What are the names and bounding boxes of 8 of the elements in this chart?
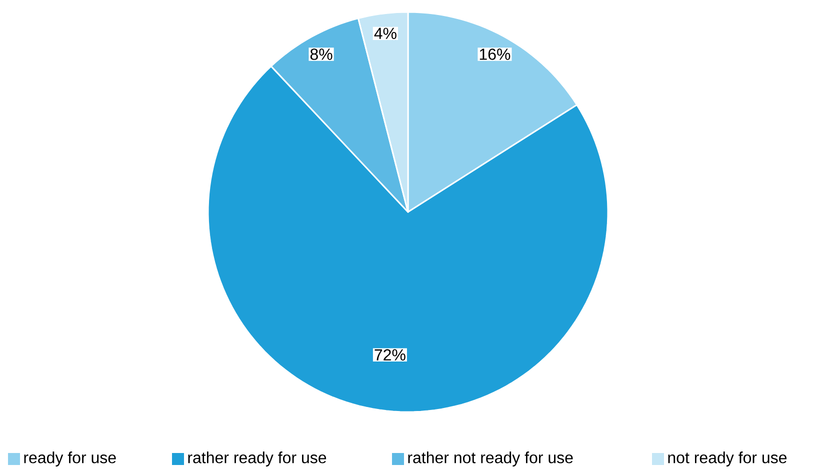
legend-label: rather not ready for use xyxy=(408,452,573,466)
legend-label: ready for use xyxy=(24,452,116,466)
data-label: 8% xyxy=(310,48,332,60)
legend-label: rather ready for use xyxy=(188,452,326,466)
data-label: 4% xyxy=(374,28,396,40)
data-label: 72% xyxy=(374,349,406,360)
data-label: 16% xyxy=(480,48,510,60)
legend-label: not ready for use xyxy=(668,452,787,466)
